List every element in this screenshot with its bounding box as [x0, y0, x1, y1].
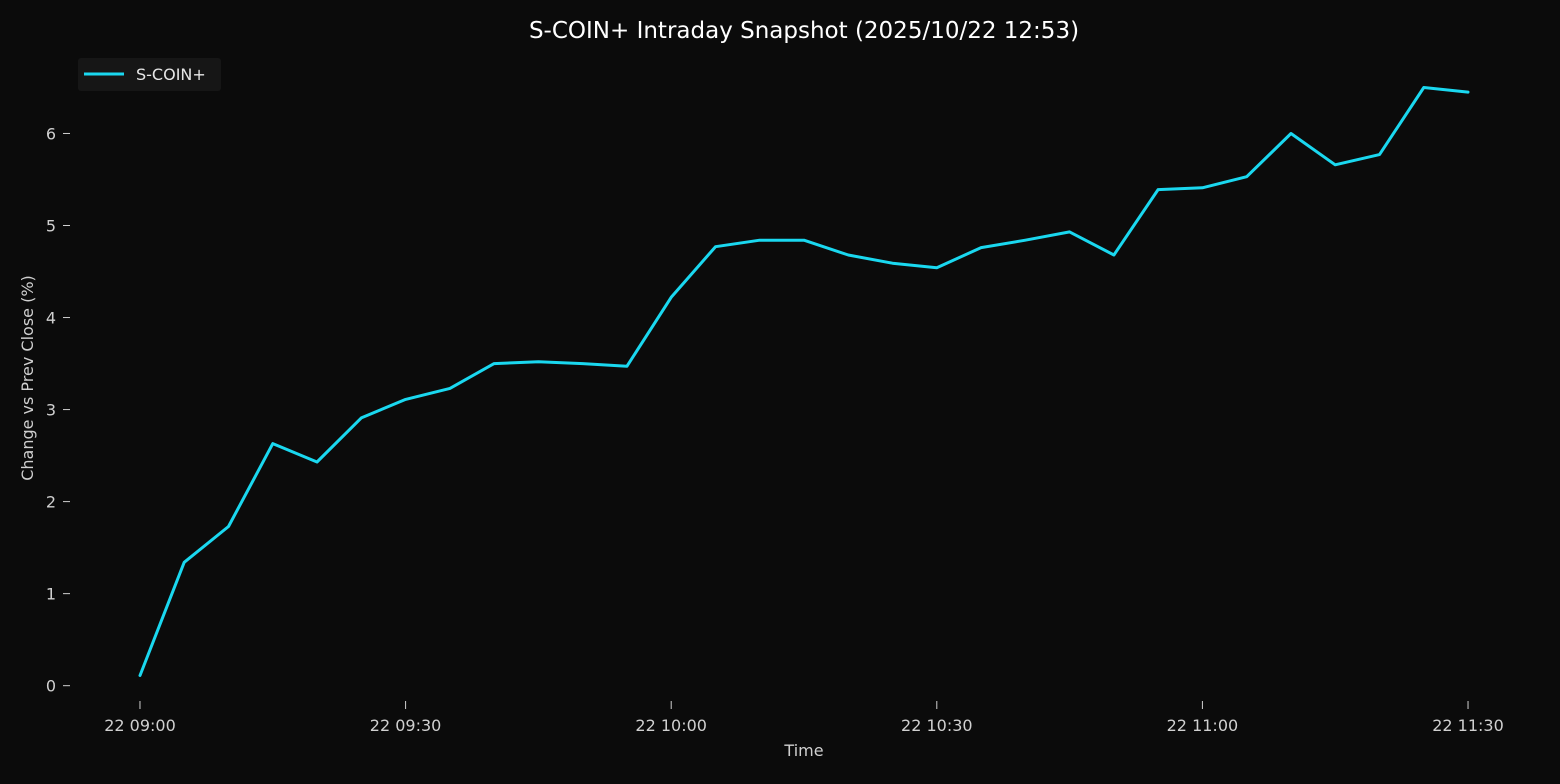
- chart-title: S-COIN+ Intraday Snapshot (2025/10/22 12…: [529, 18, 1079, 44]
- series-line: [138, 86, 1470, 677]
- y-tick-label: 6: [46, 124, 56, 143]
- x-tick-label: 22 10:30: [901, 716, 973, 735]
- legend-label: S-COIN+: [136, 65, 206, 84]
- y-tick-label: 0: [46, 677, 56, 696]
- x-axis-label: Time: [783, 741, 823, 760]
- y-tick-label: 3: [46, 401, 56, 420]
- y-tick-label: 4: [46, 309, 56, 328]
- legend-box: [78, 58, 221, 91]
- x-tick-label: 22 10:00: [635, 716, 707, 735]
- x-axis: 22 09:00 22 09:30 22 10:00 22 10:30 22 11:00…: [104, 701, 1504, 735]
- x-tick-label: 22 09:30: [370, 716, 442, 735]
- y-axis-label: Change vs Prev Close (%): [18, 275, 37, 481]
- legend: S-COIN+: [78, 58, 221, 91]
- y-tick-label: 1: [46, 585, 56, 604]
- x-tick-label: 22 11:00: [1167, 716, 1239, 735]
- x-tick-label: 22 09:00: [104, 716, 176, 735]
- x-tick-label: 22 11:30: [1432, 716, 1504, 735]
- y-tick-label: 5: [46, 217, 56, 236]
- y-tick-label: 2: [46, 493, 56, 512]
- y-axis: 0 1 2 3 4 5 6: [46, 124, 70, 696]
- series-layer: [138, 86, 1470, 677]
